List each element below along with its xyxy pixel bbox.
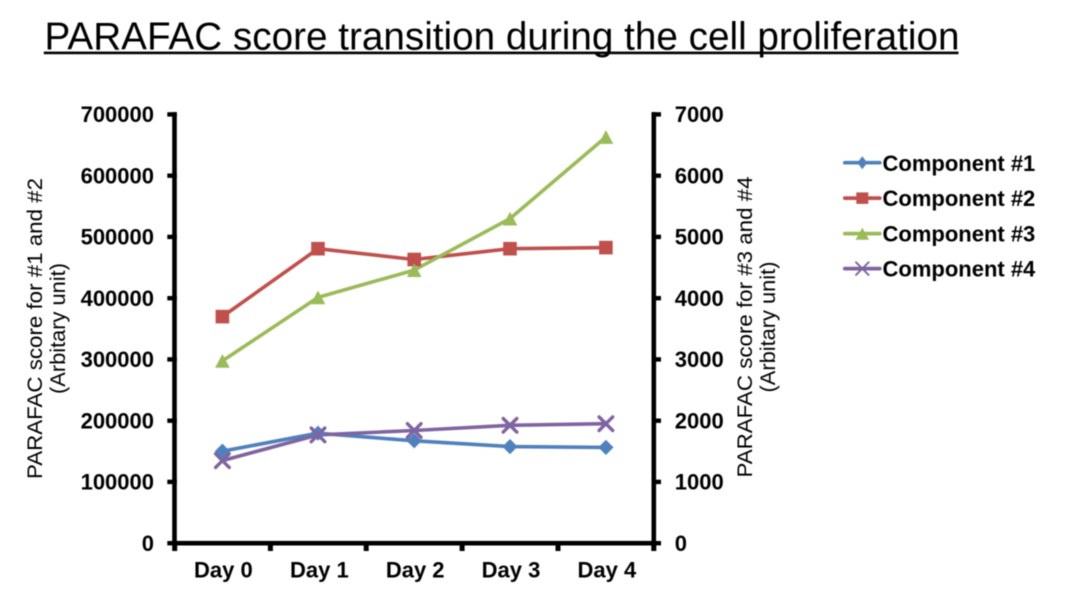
svg-text:Component #2: Component #2 <box>883 186 1036 211</box>
svg-text:3000: 3000 <box>675 347 724 372</box>
svg-text:0: 0 <box>142 531 154 556</box>
svg-text:Component #1: Component #1 <box>883 151 1036 176</box>
svg-text:4000: 4000 <box>675 286 724 311</box>
svg-text:500000: 500000 <box>81 225 154 250</box>
svg-text:Day 1: Day 1 <box>290 558 349 583</box>
svg-text:100000: 100000 <box>81 470 154 495</box>
svg-text:700000: 700000 <box>81 102 154 127</box>
svg-text:Component #4: Component #4 <box>883 257 1037 282</box>
svg-text:600000: 600000 <box>81 164 154 189</box>
svg-text:1000: 1000 <box>675 470 724 495</box>
svg-text:Component #3: Component #3 <box>883 221 1036 246</box>
svg-text:300000: 300000 <box>81 347 154 372</box>
svg-text:(Arbitary unit): (Arbitary unit) <box>46 263 70 394</box>
svg-text:7000: 7000 <box>675 102 724 127</box>
svg-text:Day 2: Day 2 <box>386 558 445 583</box>
svg-text:PARAFAC score for #3 and #4: PARAFAC score for #3 and #4 <box>733 176 757 477</box>
svg-text:Day 3: Day 3 <box>482 558 541 583</box>
svg-text:Day 0: Day 0 <box>194 558 253 583</box>
svg-text:2000: 2000 <box>675 409 724 434</box>
svg-text:Day 4: Day 4 <box>578 558 637 583</box>
svg-text:6000: 6000 <box>675 164 724 189</box>
svg-text:PARAFAC score for #1 and #2: PARAFAC score for #1 and #2 <box>23 178 47 479</box>
svg-text:5000: 5000 <box>675 225 724 250</box>
svg-text:400000: 400000 <box>81 286 154 311</box>
svg-text:200000: 200000 <box>81 409 154 434</box>
svg-text:0: 0 <box>675 531 687 556</box>
svg-text:(Arbitary unit): (Arbitary unit) <box>756 262 780 393</box>
svg-text:PARAFAC score transition durin: PARAFAC score transition during the cell… <box>45 15 960 58</box>
